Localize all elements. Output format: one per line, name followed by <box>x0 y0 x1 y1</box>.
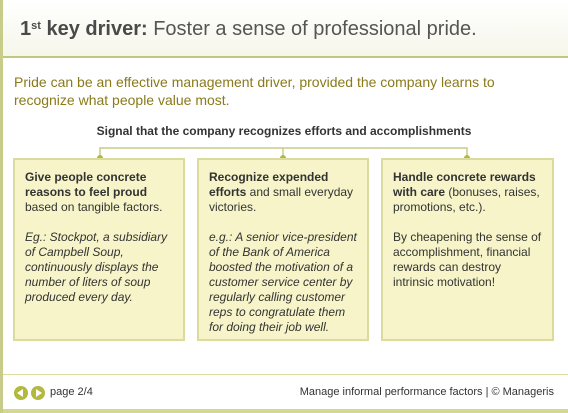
card-recognize-efforts: Recognize expended efforts and small eve… <box>197 158 369 341</box>
page-indicator: page 2/4 <box>50 386 93 398</box>
bracket-connector <box>97 147 470 160</box>
page-navigation <box>14 386 45 400</box>
bottom-frame-border <box>3 409 568 413</box>
card-2-text: Recognize expended efforts and small eve… <box>209 170 357 215</box>
card-2-body: and small everyday victories. <box>209 185 354 214</box>
card-1-text: Give people concrete reasons to feel pro… <box>25 170 173 215</box>
card-3-text: Handle concrete rewards with care (bonus… <box>393 170 542 215</box>
header: 1st key driver: Foster a sense of profes… <box>3 0 568 58</box>
card-1-heading: Give people concrete reasons to feel pro… <box>25 170 148 199</box>
card-3-note: By cheapening the sense of accomplishmen… <box>393 230 542 289</box>
card-rewards-care: Handle concrete rewards with care (bonus… <box>381 158 554 341</box>
title-rest: Foster a sense of professional pride. <box>147 18 477 40</box>
left-frame-border <box>0 0 3 413</box>
footer-divider <box>3 374 568 375</box>
card-3-body: (bonuses, raises, promotions, etc.). <box>393 185 540 214</box>
page-title: 1st key driver: Foster a sense of profes… <box>20 18 477 41</box>
title-lead: 1st key driver: <box>20 18 148 40</box>
card-3-heading: Handle concrete rewards with care <box>393 170 536 199</box>
card-1-example: Eg.: Stockpot, a subsidiary of Campbell … <box>25 230 168 304</box>
card-concrete-reasons: Give people concrete reasons to feel pro… <box>13 158 185 341</box>
card-2-heading: Recognize expended efforts <box>209 170 329 199</box>
intro-text: Pride can be an effective management dri… <box>14 74 495 108</box>
signal-heading: Signal that the company recognizes effor… <box>96 124 472 138</box>
footer-credits: Manage informal performance factors | © … <box>299 386 554 398</box>
next-page-icon[interactable] <box>31 386 45 400</box>
previous-page-icon[interactable] <box>14 386 28 400</box>
card-1-body: based on tangible factors. <box>25 200 163 214</box>
card-2-example: e.g.: A senior vice-president of the Ban… <box>209 230 357 334</box>
